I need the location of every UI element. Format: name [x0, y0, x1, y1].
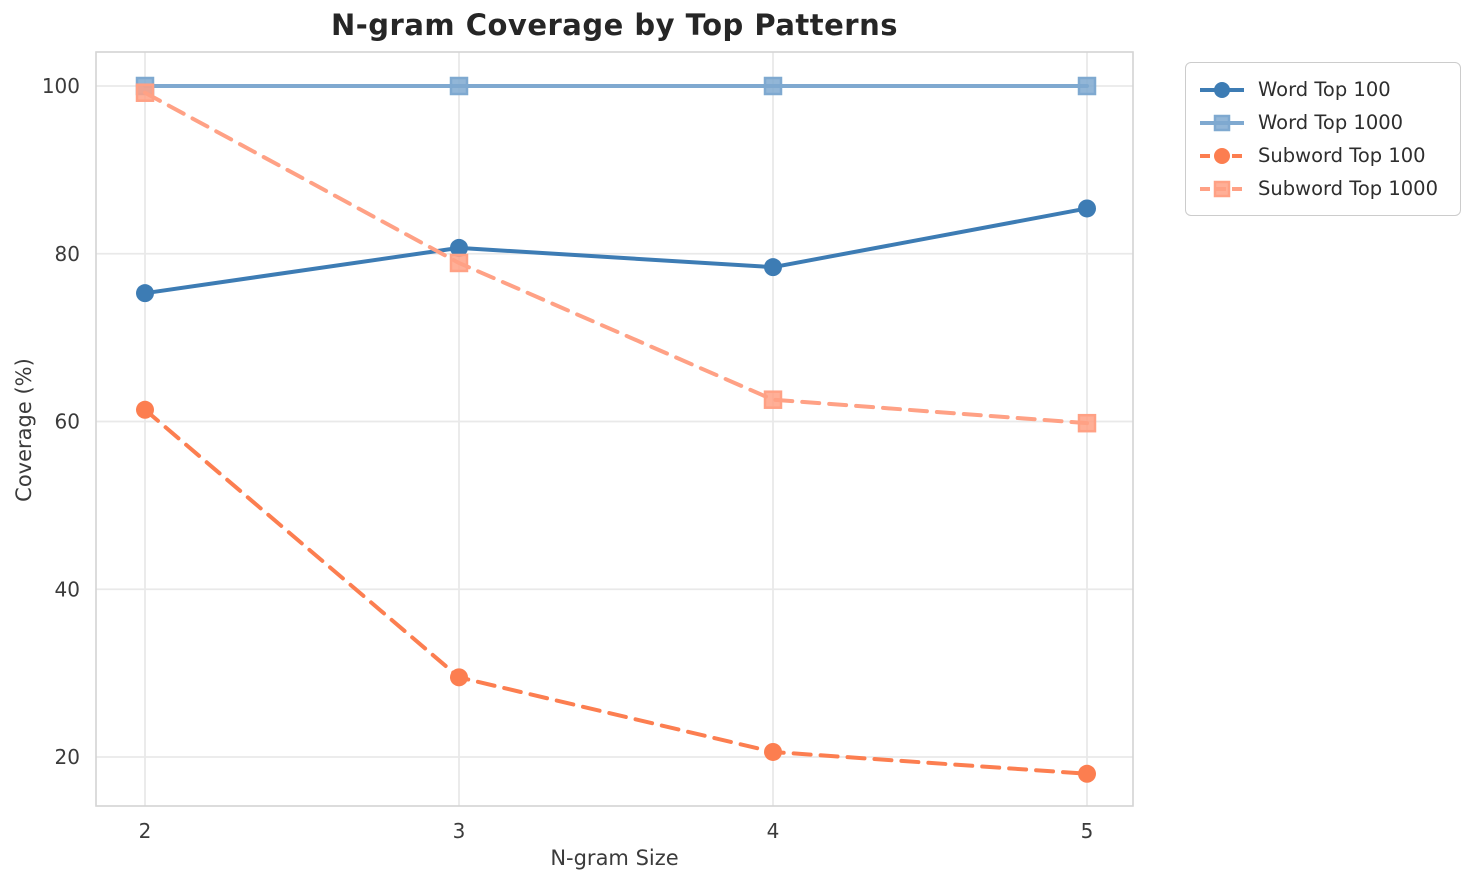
chart-title: N-gram Coverage by Top Patterns: [330, 8, 899, 42]
data-point-marker: [449, 253, 469, 273]
y-tick-label: 20: [55, 745, 80, 769]
data-point-marker: [136, 400, 154, 419]
data-point-marker: [763, 390, 783, 409]
legend: Word Top 100 Word Top 1000 Subword Top 100…: [1185, 62, 1461, 216]
legend-swatch-solid-square: [1200, 114, 1244, 131]
legend-label: Word Top 100: [1258, 78, 1391, 101]
data-point-marker: [1078, 199, 1096, 218]
data-point-marker: [135, 83, 155, 102]
y-tick-label: 60: [55, 410, 80, 434]
legend-swatch-dashed-circle: [1200, 147, 1244, 164]
data-point-marker: [450, 238, 468, 257]
data-point-marker: [449, 76, 469, 96]
legend-entry-2: Subword Top 100: [1198, 139, 1444, 172]
x-tick-label: 3: [453, 819, 466, 843]
legend-label: Subword Top 1000: [1258, 177, 1438, 200]
x-tick-label: 5: [1081, 819, 1094, 843]
legend-entry-1: Word Top 1000: [1198, 106, 1444, 139]
plot-frame: [95, 51, 1134, 807]
data-point-marker: [136, 284, 154, 303]
y-axis-label: Coverage (%): [12, 358, 36, 502]
y-tick-label: 80: [55, 242, 80, 266]
data-point-marker: [1078, 764, 1096, 783]
y-tick-label: 40: [55, 577, 80, 601]
series-line-3: [143, 90, 1089, 426]
legend-label: Subword Top 100: [1258, 144, 1426, 167]
x-axis-label: N-gram Size: [550, 846, 679, 870]
legend-swatch-solid-circle: [1200, 81, 1244, 98]
legend-entry-3: Subword Top 1000: [1198, 172, 1444, 205]
series-line-2: [143, 407, 1089, 776]
x-tick-label: 4: [767, 819, 780, 843]
legend-label: Word Top 1000: [1258, 111, 1404, 134]
data-point-marker: [763, 76, 783, 96]
data-point-marker: [450, 668, 468, 687]
data-point-marker: [764, 258, 782, 277]
legend-entry-0: Word Top 100: [1198, 73, 1444, 106]
series-line-0: [143, 206, 1089, 296]
legend-swatch-dashed-square: [1200, 180, 1244, 197]
data-point-marker: [764, 742, 782, 761]
y-tick-label: 100: [42, 74, 80, 98]
plot-area: [96, 52, 1133, 806]
data-point-marker: [1077, 76, 1097, 96]
x-tick-label: 2: [139, 819, 152, 843]
data-point-marker: [1077, 413, 1097, 433]
